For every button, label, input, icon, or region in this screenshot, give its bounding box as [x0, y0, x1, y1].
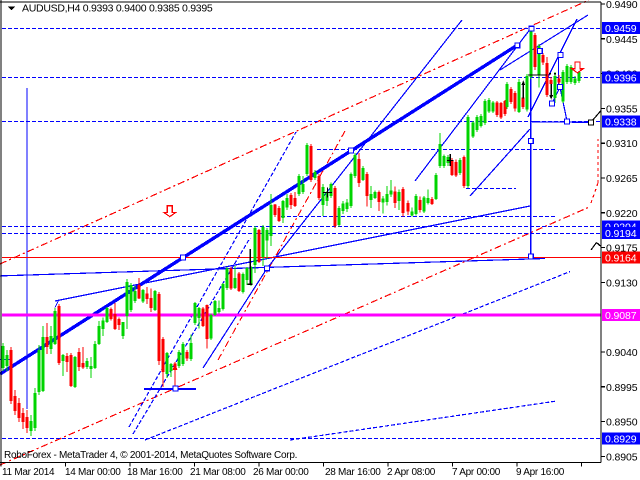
- svg-text:9 Apr 16:00: 9 Apr 16:00: [516, 467, 565, 478]
- svg-text:2 Apr 08:00: 2 Apr 08:00: [387, 467, 436, 478]
- svg-text:0.9459: 0.9459: [605, 23, 637, 35]
- svg-text:11 Mar 2014: 11 Mar 2014: [2, 467, 55, 478]
- svg-text:0.9265: 0.9265: [606, 173, 638, 185]
- svg-text:0.8905: 0.8905: [606, 451, 638, 463]
- svg-text:0.9040: 0.9040: [606, 347, 638, 359]
- svg-text:0.8995: 0.8995: [606, 382, 638, 394]
- svg-text:0.9396: 0.9396: [605, 73, 637, 85]
- svg-text:0.9164: 0.9164: [605, 253, 637, 265]
- svg-text:AUDUSD,H4 0.9393 0.9400 0.938: AUDUSD,H4 0.9393 0.9400 0.9385 0.9395: [22, 3, 213, 15]
- svg-text:14 Mar 00:00: 14 Mar 00:00: [65, 467, 121, 478]
- svg-text:0.9445: 0.9445: [606, 34, 638, 46]
- svg-text:0.9130: 0.9130: [606, 277, 638, 289]
- svg-text:0.8950: 0.8950: [606, 417, 638, 429]
- svg-text:0.9310: 0.9310: [606, 138, 638, 150]
- svg-text:0.9220: 0.9220: [606, 208, 638, 220]
- svg-text:0.9490: 0.9490: [606, 0, 638, 11]
- svg-text:0.9087: 0.9087: [605, 310, 637, 322]
- svg-text:0.9355: 0.9355: [606, 103, 638, 115]
- svg-text:0.8929: 0.8929: [605, 434, 637, 446]
- svg-text:28 Mar 16:00: 28 Mar 16:00: [325, 467, 381, 478]
- svg-text:7 Apr 00:00: 7 Apr 00:00: [452, 467, 501, 478]
- svg-text:21 Mar 08:00: 21 Mar 08:00: [190, 467, 246, 478]
- svg-text:0.9338: 0.9338: [605, 117, 637, 129]
- svg-text:RoboForex - MetaTrader 4, © 20: RoboForex - MetaTrader 4, © 2001-2014, M…: [4, 450, 297, 461]
- svg-text:0.9194: 0.9194: [605, 228, 637, 240]
- svg-text:26 Mar 00:00: 26 Mar 00:00: [253, 467, 309, 478]
- svg-text:18 Mar 16:00: 18 Mar 16:00: [127, 467, 183, 478]
